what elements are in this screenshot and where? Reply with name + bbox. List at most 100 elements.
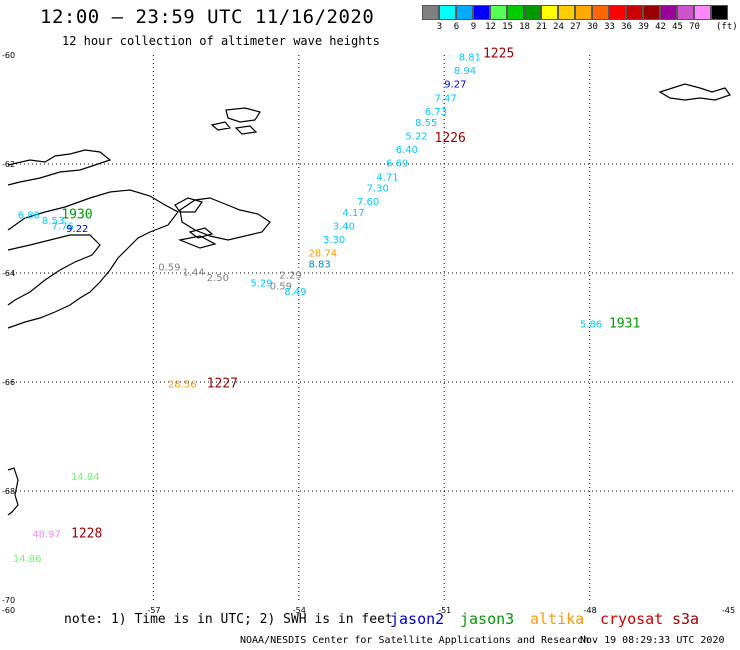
legend-swatch xyxy=(694,5,711,20)
map-title: 12:00 – 23:59 UTC 11/16/2020 xyxy=(40,6,375,28)
wave-height-value: 5.22 xyxy=(405,131,427,142)
axis-labels: -60-62-64-66-68-70-60 -57 -54 -51 -48 -45 xyxy=(2,51,735,615)
legend-swatch xyxy=(558,5,575,20)
lat-label: -68 xyxy=(2,487,15,496)
credit-line: NOAA/NESDIS Center for Satellite Applica… xyxy=(240,635,590,646)
legend-label: 70 xyxy=(689,22,700,32)
map-subtitle: 12 hour collection of altimeter wave hei… xyxy=(62,34,380,48)
satellite-cryosat: cryosat xyxy=(600,610,664,628)
wave-height-value: 8.81 xyxy=(459,52,481,63)
satellite-pass-times: 1225 1226 1930 1931 1227 1228 xyxy=(61,47,640,542)
lon-label: -48 xyxy=(584,606,597,615)
legend-swatch xyxy=(456,5,473,20)
pass-time-label: 1930 xyxy=(61,208,92,223)
legend-swatch xyxy=(541,5,558,20)
legend-swatch xyxy=(711,5,728,20)
wave-height-value: 8.53 xyxy=(42,216,64,227)
legend-swatch xyxy=(524,5,541,20)
legend-label: 18 xyxy=(519,22,530,32)
lon-label: -54 xyxy=(293,606,306,615)
legend-label: 12 xyxy=(485,22,496,32)
credit-timestamp: Nov 19 08:29:33 UTC 2020 xyxy=(580,635,725,646)
wave-height-value: 7.60 xyxy=(357,197,379,208)
lat-label: -66 xyxy=(2,378,15,387)
wave-height-value: 6.40 xyxy=(396,145,418,156)
legend-swatch xyxy=(439,5,456,20)
wave-height-value: 8.55 xyxy=(415,118,437,129)
legend-swatch xyxy=(422,5,439,20)
satellite-s3a: s3a xyxy=(672,610,700,628)
lat-label: -60 xyxy=(2,51,15,60)
legend-swatch xyxy=(643,5,660,20)
wave-height-value: 9.22 xyxy=(66,224,88,235)
legend-label: 15 xyxy=(502,22,513,32)
wave-height-value: 8.94 xyxy=(454,66,476,77)
lon-label: -57 xyxy=(147,606,160,615)
wave-height-value: 0.59 xyxy=(158,262,180,273)
satellite-jason3: jason3 xyxy=(460,610,515,628)
legend-swatch xyxy=(473,5,490,20)
legend-label: 45 xyxy=(672,22,683,32)
wave-height-value: 7.30 xyxy=(367,183,389,194)
wave-height-value: 6.86 xyxy=(18,211,40,222)
wave-height-value: 8.49 xyxy=(284,287,306,298)
satellite-jason2: jason2 xyxy=(390,610,445,628)
lon-label: -45 xyxy=(722,606,735,615)
wave-height-value: 7.47 xyxy=(435,93,457,104)
pass-time-label: 1226 xyxy=(435,131,466,146)
wave-height-value: 1.44 xyxy=(182,268,204,279)
wave-height-value: 6.73 xyxy=(425,107,447,118)
legend-swatch xyxy=(575,5,592,20)
wave-height-value: 9.27 xyxy=(444,80,466,91)
legend-swatch xyxy=(677,5,694,20)
wave-height-value: 3.30 xyxy=(323,235,345,246)
wave-height-value: 5.86 xyxy=(580,320,602,331)
wave-height-value: 28.56 xyxy=(168,379,197,390)
legend-unit: (ft) xyxy=(716,22,738,32)
legend-swatch xyxy=(592,5,609,20)
legend-label: 27 xyxy=(570,22,581,32)
legend-swatch xyxy=(660,5,677,20)
pass-time-label: 1228 xyxy=(71,526,102,541)
color-scale-legend xyxy=(422,5,728,20)
wave-height-value: 48.97 xyxy=(32,529,61,540)
lat-label: -70 xyxy=(2,596,15,605)
pass-time-label: 1227 xyxy=(207,376,238,391)
legend-swatch xyxy=(626,5,643,20)
lat-label: -64 xyxy=(2,269,15,278)
legend-label: 33 xyxy=(604,22,615,32)
wave-height-value: 7.76 xyxy=(52,221,74,232)
legend-label: 30 xyxy=(587,22,598,32)
legend-label: 36 xyxy=(621,22,632,32)
wave-height-value: 4.17 xyxy=(342,208,364,219)
legend-label: 6 xyxy=(453,22,460,32)
legend-swatch xyxy=(507,5,524,20)
legend-swatch xyxy=(490,5,507,20)
pass-time-label: 1931 xyxy=(609,317,640,332)
wave-height-value: 0.59 xyxy=(270,281,292,292)
satellite-altika: altika xyxy=(530,610,585,628)
footer-note: note: 1) Time is in UTC; 2) SWH is in fe… xyxy=(64,612,393,627)
legend-label: 42 xyxy=(655,22,666,32)
legend-label: 21 xyxy=(536,22,547,32)
wave-height-observations: 8.81 8.94 9.27 7.47 6.738.55 5.22 6.40 6.69 4.71… xyxy=(13,52,602,564)
lon-label: -51 xyxy=(438,606,451,615)
lon-label: -60 xyxy=(2,606,15,615)
wave-height-value: 4.71 xyxy=(376,172,398,183)
legend-label: 24 xyxy=(553,22,564,32)
legend-swatch xyxy=(609,5,626,20)
lat-lon-grid xyxy=(8,55,735,600)
legend-label: 39 xyxy=(638,22,649,32)
wave-height-value: 6.69 xyxy=(386,159,408,170)
pass-time-label: 1225 xyxy=(483,47,514,62)
wave-height-value: 8.83 xyxy=(308,260,330,271)
wave-height-value: 14.86 xyxy=(13,554,42,565)
lat-label: -62 xyxy=(2,160,15,169)
wave-height-value: 14.84 xyxy=(71,472,100,483)
wave-height-value: 3.40 xyxy=(333,221,355,232)
legend-label: 9 xyxy=(470,22,477,32)
wave-height-value: 28.74 xyxy=(308,249,337,260)
wave-height-value: 5.29 xyxy=(250,279,272,290)
